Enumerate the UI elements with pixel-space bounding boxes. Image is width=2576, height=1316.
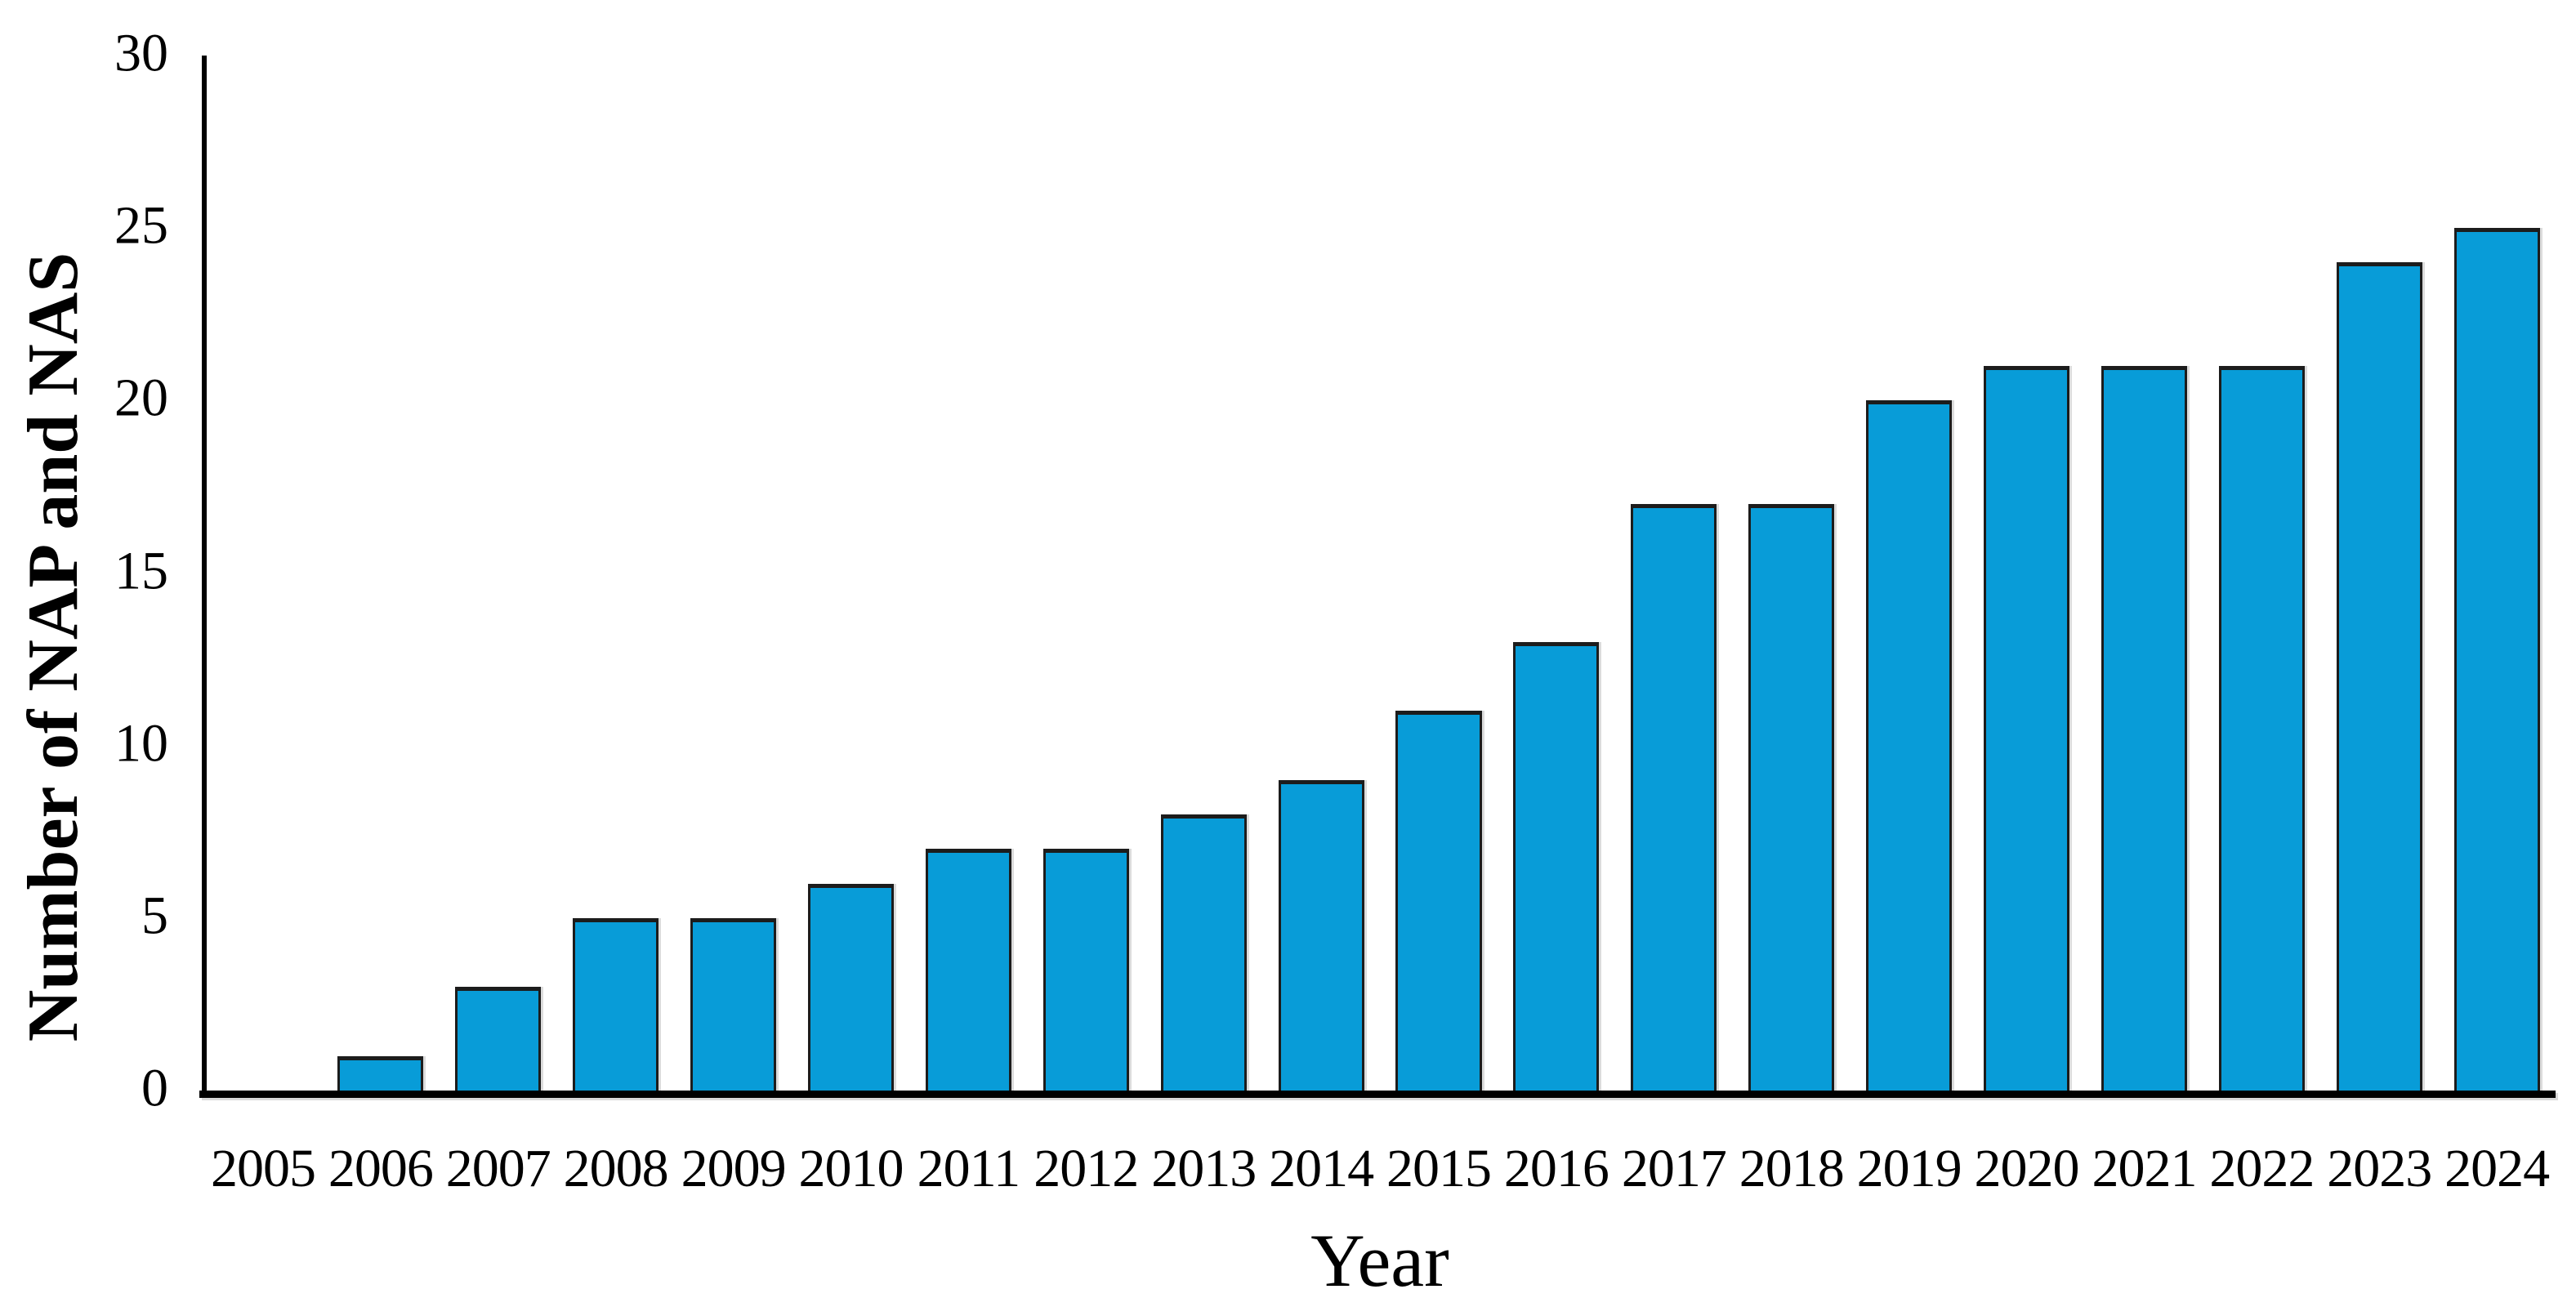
x-tick-label-2024: 2024 [2444, 1139, 2550, 1198]
bar-2017 [1631, 504, 1717, 1091]
bar-2020 [1984, 366, 2070, 1091]
bar-slot-2007 [440, 56, 557, 1091]
bar-2007 [455, 987, 542, 1091]
y-axis-tick-labels: 0 5 10 15 20 25 30 [0, 26, 168, 1115]
x-axis-tick-labels: 2005 2006 2007 2008 2009 2010 2011 2012 2013 2014… [204, 1142, 2556, 1196]
x-tick-label-2015: 2015 [1386, 1139, 1492, 1198]
bar-2012 [1042, 849, 1129, 1091]
bar-slot-2024 [2438, 56, 2556, 1091]
x-axis-title: Year [1310, 1219, 1449, 1302]
y-tick-label-5: 5 [141, 886, 168, 946]
bar-2013 [1160, 814, 1247, 1091]
x-axis-line [199, 1091, 2556, 1098]
x-tick-label-2013: 2013 [1151, 1139, 1257, 1198]
bar-slot-2015 [1380, 56, 1498, 1091]
plot-area [199, 56, 2556, 1098]
x-tick-label-2009: 2009 [681, 1139, 787, 1198]
y-axis-line [202, 56, 207, 1098]
x-tick-label-2011: 2011 [917, 1139, 1021, 1198]
bar-2015 [1395, 711, 1482, 1091]
bar-2022 [2218, 366, 2305, 1091]
bar-slot-2022 [2203, 56, 2320, 1091]
x-tick-label-2012: 2012 [1034, 1139, 1139, 1198]
bar-2010 [807, 883, 894, 1091]
y-tick-label-0: 0 [141, 1058, 168, 1118]
x-tick-label-2006: 2006 [328, 1139, 434, 1198]
bar-slot-2006 [322, 56, 440, 1091]
bar-slot-2008 [557, 56, 675, 1091]
bar-2009 [690, 917, 777, 1091]
bar-slot-2016 [1498, 56, 1615, 1091]
bar-slot-2013 [1145, 56, 1262, 1091]
bar-slot-2018 [1733, 56, 1851, 1091]
bar-slot-2019 [1851, 56, 1968, 1091]
x-tick-label-2016: 2016 [1503, 1139, 1609, 1198]
bar-slot-2010 [792, 56, 910, 1091]
bar-2023 [2336, 262, 2422, 1091]
x-tick-label-2019: 2019 [1856, 1139, 1962, 1198]
bar-2008 [573, 917, 659, 1091]
x-tick-label-2007: 2007 [445, 1139, 551, 1198]
y-tick-label-10: 10 [114, 713, 168, 774]
y-tick-label-25: 25 [114, 195, 168, 256]
bar-2016 [1513, 641, 1600, 1091]
bar-slot-2023 [2320, 56, 2438, 1091]
x-tick-label-2023: 2023 [2327, 1139, 2432, 1198]
bar-slot-2009 [675, 56, 792, 1091]
x-tick-label-2014: 2014 [1269, 1139, 1374, 1198]
bar-2018 [1748, 504, 1835, 1091]
bar-2019 [1866, 400, 1953, 1091]
bar-slot-2012 [1027, 56, 1145, 1091]
x-tick-label-2005: 2005 [210, 1139, 316, 1198]
x-tick-label-2018: 2018 [1739, 1139, 1845, 1198]
x-tick-label-2010: 2010 [798, 1139, 904, 1198]
bars-container [204, 56, 2556, 1091]
y-tick-label-30: 30 [114, 23, 168, 83]
bar-slot-2021 [2086, 56, 2203, 1091]
x-tick-label-2008: 2008 [563, 1139, 669, 1198]
bar-2011 [925, 849, 1011, 1091]
y-tick-label-15: 15 [114, 540, 168, 600]
bar-slot-2011 [909, 56, 1027, 1091]
x-tick-label-2022: 2022 [2209, 1139, 2315, 1198]
x-tick-label-2017: 2017 [1621, 1139, 1727, 1198]
bar-slot-2017 [1615, 56, 1733, 1091]
bar-2006 [337, 1055, 424, 1091]
bar-2024 [2453, 228, 2540, 1091]
bar-slot-2014 [1262, 56, 1380, 1091]
bar-slot-2005 [204, 56, 322, 1091]
bar-2014 [1278, 779, 1364, 1091]
x-tick-label-2021: 2021 [2092, 1139, 2197, 1198]
bar-2021 [2101, 366, 2187, 1091]
y-tick-label-20: 20 [114, 368, 168, 428]
bar-slot-2020 [1968, 56, 2086, 1091]
x-tick-label-2020: 2020 [1974, 1139, 2080, 1198]
